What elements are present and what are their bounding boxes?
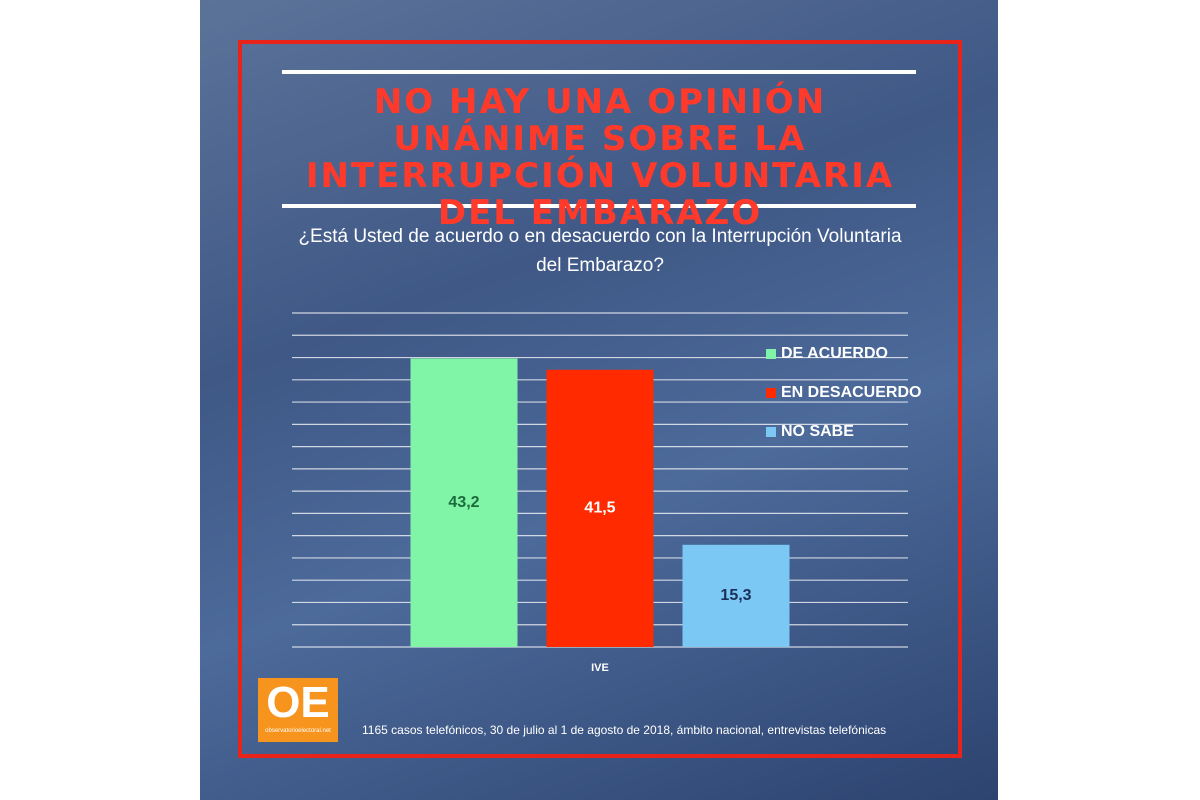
value-label: 43,2: [448, 494, 479, 511]
legend-swatch: [766, 349, 776, 359]
value-label: 15,3: [720, 587, 751, 604]
logo-text: OE: [266, 678, 330, 727]
footnote: 1165 casos telefónicos, 30 de julio al 1…: [362, 723, 887, 737]
rule: [282, 70, 916, 74]
frame: [238, 40, 962, 758]
legend-label: EN DESACUERDO: [781, 384, 921, 401]
bar: [682, 544, 790, 647]
legend-swatch: [766, 388, 776, 398]
logo-caption: observatorioelectoral.net: [265, 728, 331, 734]
bar: [546, 369, 654, 647]
bar: [410, 358, 518, 647]
chart-subtitle: ¿Está Usted de acuerdo o en desacuerdo c…: [298, 226, 902, 276]
rule: [282, 204, 916, 208]
logo: OE observatorioelectoral.net: [258, 678, 338, 742]
legend-label: DE ACUERDO: [781, 345, 888, 362]
legend-label: NO SABE: [781, 423, 854, 440]
chart-title: NO HAY UNA OPINIÓN UNÁNIME SOBRE LA INTE…: [305, 82, 895, 233]
value-label: 41,5: [584, 500, 615, 517]
x-tick-label: IVE: [591, 662, 609, 674]
legend-swatch: [766, 427, 776, 437]
